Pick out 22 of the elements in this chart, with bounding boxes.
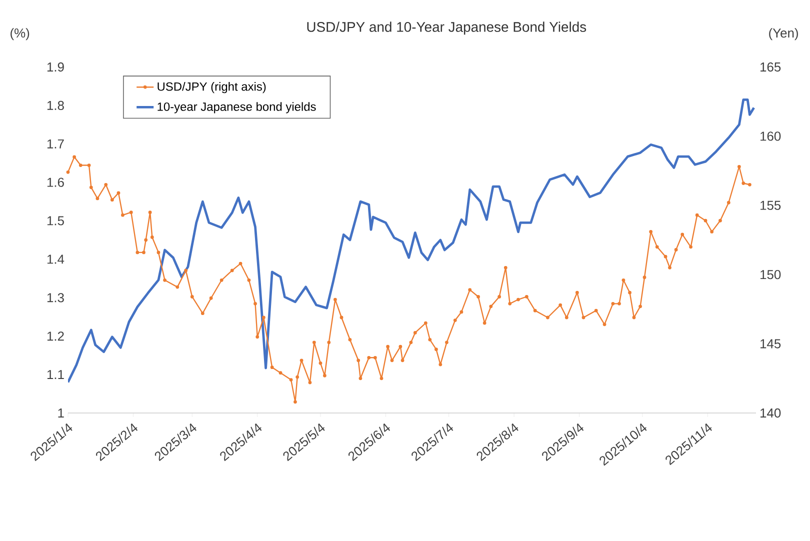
y-tick-label: 1.3 <box>47 293 64 302</box>
legend-label: USD/JPY (right axis) <box>158 82 266 94</box>
y-tick-label: 1.2 <box>47 332 64 341</box>
y-tick-label: 1.9 <box>47 62 64 72</box>
y-tick-label: 1.4 <box>47 254 64 264</box>
y2-tick-label: 155 <box>760 200 781 210</box>
y-axis-title: (%) <box>10 28 30 40</box>
legend-label: 10-year Japanese bond yields <box>158 102 316 114</box>
y-tick-label: 1.7 <box>47 139 64 148</box>
y-tick-label: 1 <box>58 408 64 418</box>
y-tick-label: 1.1 <box>47 370 64 380</box>
y2-tick-label: 145 <box>760 339 781 348</box>
y2-tick-label: 165 <box>760 62 781 72</box>
y2-tick-label: 150 <box>760 270 781 280</box>
y2-tick-label: 160 <box>760 132 781 141</box>
y-tick-label: 1.6 <box>47 178 64 187</box>
y2-axis-title: (Yen) <box>769 28 798 40</box>
line-series <box>68 98 756 384</box>
y2-tick-label: 140 <box>760 408 781 418</box>
y-tick-label: 1.8 <box>47 100 64 110</box>
y-tick-label: 1.5 <box>47 216 64 226</box>
chart-title: USD/JPY and 10-Year Japanese Bond Yields <box>307 22 586 35</box>
